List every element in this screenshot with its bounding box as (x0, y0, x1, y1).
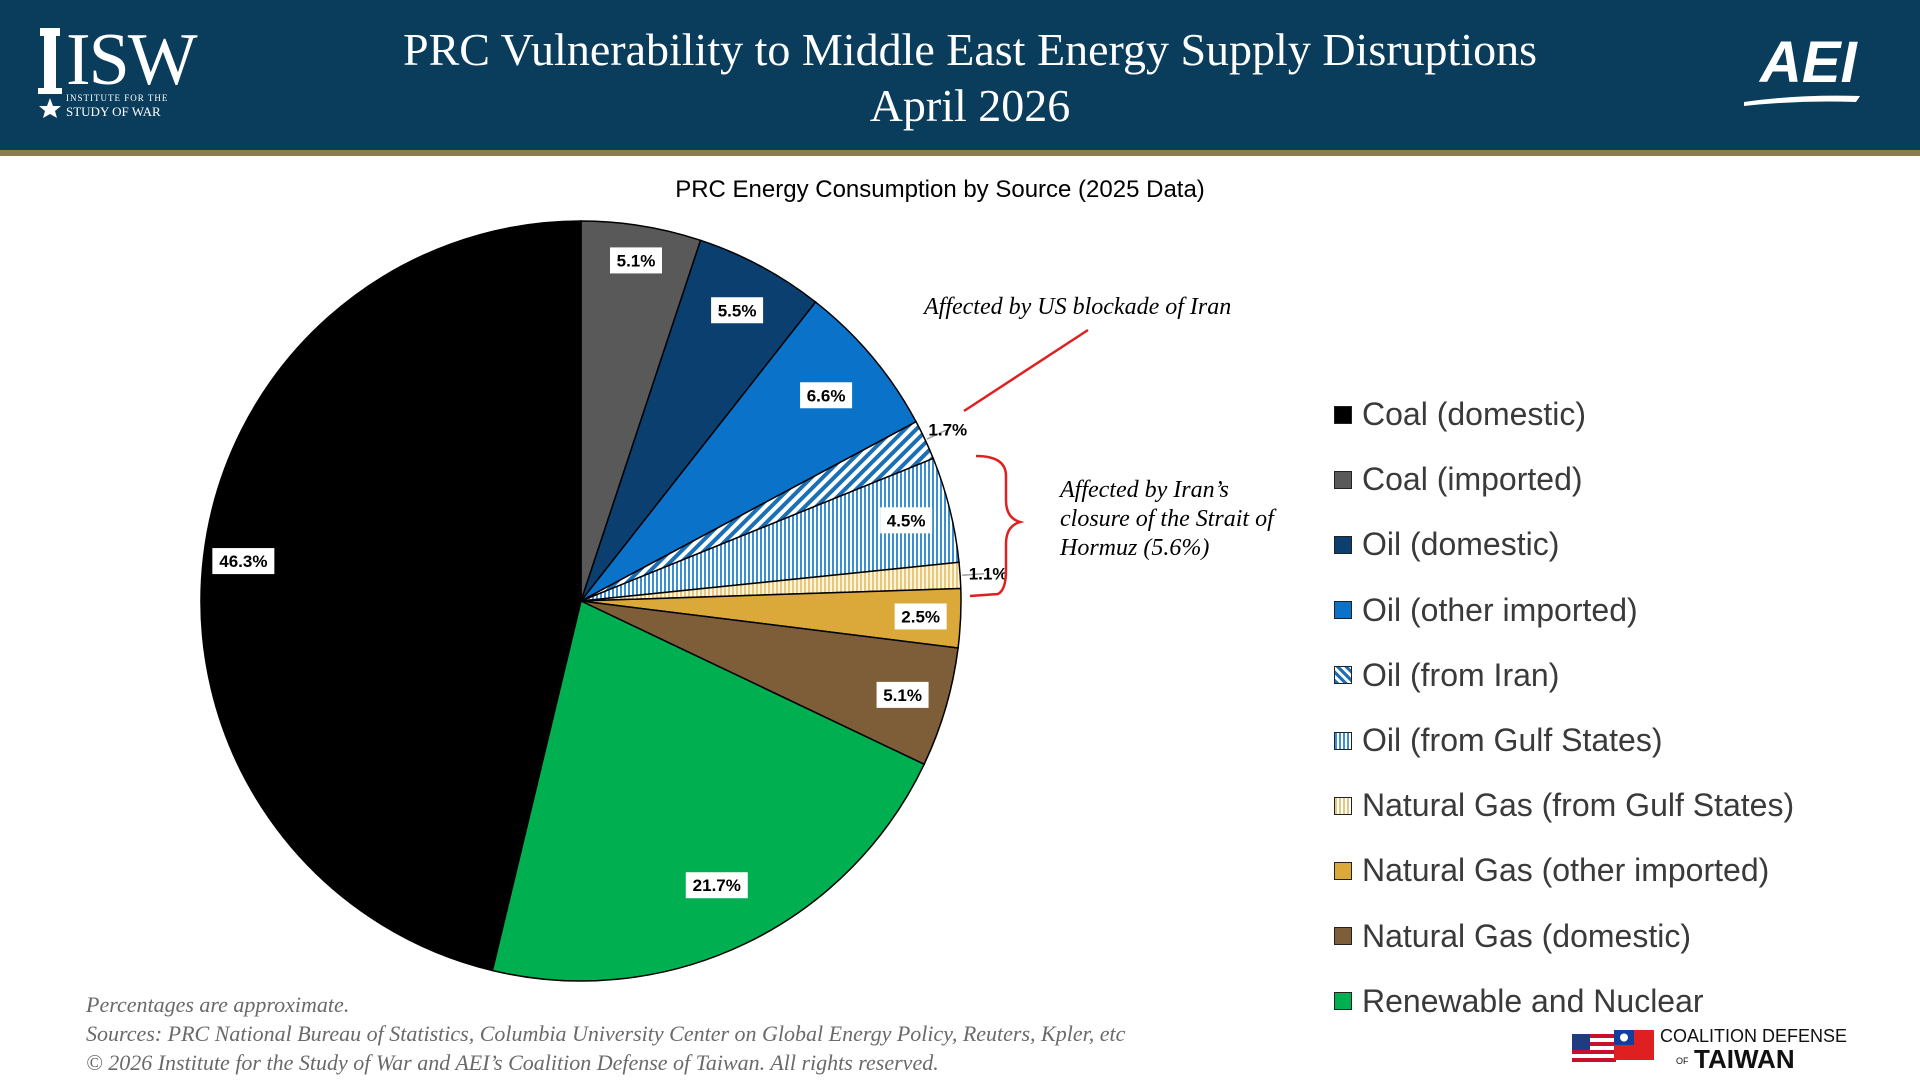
legend-item-oil-other-imported: Oil (other imported) (1334, 578, 1794, 643)
annotation-hormuz-line2: closure of the Strait of (1060, 506, 1274, 532)
legend-item-oil-from-iran: Oil (from Iran) (1334, 643, 1794, 708)
page-title: PRC Vulnerability to Middle East Energy … (260, 22, 1680, 134)
legend-item-renewable-and-nuclear: Renewable and Nuclear (1334, 969, 1794, 1034)
pie-label-box-oil-domestic (711, 297, 764, 324)
footnote-approximate: Percentages are approximate. (86, 992, 350, 1017)
cdt-logo-line1: COALITION DEFENSE (1660, 1026, 1848, 1046)
isw-logo-text: ISW (66, 19, 198, 101)
aei-logo: AEI (1740, 28, 1900, 108)
pie-label-oil-other-imported: 6.6% (807, 386, 846, 405)
pie-leader-line-oil-from-iran (926, 429, 948, 440)
pie-label-natural-gas-from-gulf-states: 1.1% (969, 564, 1008, 583)
us-flag-icon (1572, 1034, 1616, 1064)
isw-logo-sub1: INSTITUTE FOR THE (66, 93, 169, 103)
aei-logo-graphic: AEI (1744, 30, 1860, 106)
pie-chart: 5.1% 5.5% 6.6% 1.7% 4.5% 1.1% 2.5% 5.1% 21.7% 46.… (200, 220, 1089, 982)
hormuz-bracket (969, 454, 1025, 598)
legend-swatch (1334, 601, 1352, 620)
pie-label-oil-from-gulf-states: 4.5% (887, 511, 926, 530)
pie-label-natural-gas-domestic: 5.1% (883, 686, 922, 705)
pie-label-box-coal-domestic (212, 548, 275, 575)
pie-slice-oil-domestic (580, 239, 817, 602)
header-stripe (0, 150, 1920, 156)
cdt-logo-line2: TAIWAN (1694, 1044, 1795, 1074)
pie-label-box-oil-other-imported (800, 382, 853, 409)
legend-swatch (1334, 405, 1352, 424)
pie-label-box-natural-gas-domestic (876, 681, 929, 708)
legend-swatch (1334, 535, 1352, 554)
title-line-1: PRC Vulnerability to Middle East Energy … (402, 24, 1538, 75)
pie-label-box-renewable-and-nuclear (685, 872, 748, 899)
legend-swatch (1334, 470, 1352, 489)
pie-label-oil-domestic: 5.5% (718, 301, 757, 320)
iran-annotation-line (963, 328, 1089, 413)
aei-logo-text: AEI (1758, 30, 1859, 95)
pie-label-oil-from-iran: 1.7% (928, 420, 967, 439)
legend-swatch (1334, 992, 1352, 1011)
annotation-hormuz-line1: Affected by Iran’s (1060, 477, 1229, 503)
header-bar: ISW INSTITUTE FOR THE STUDY OF WAR PRC V… (0, 0, 1920, 150)
annotation-lines (963, 328, 1089, 598)
annotation-us-blockade: Affected by US blockade of Iran (924, 294, 1232, 320)
pie-label-coal-imported: 5.1% (617, 251, 656, 270)
footnote-copyright: © 2026 Institute for the Study of War an… (86, 1050, 939, 1075)
legend-swatch (1334, 731, 1352, 750)
pie-slice-coal-domestic (200, 220, 582, 972)
pie-labels: 5.1% 5.5% 6.6% 1.7% 4.5% 1.1% 2.5% 5.1% 21.7% 46.… (212, 247, 1008, 899)
legend-label: Natural Gas (domestic) (1362, 917, 1691, 954)
legend-item-oil-domestic: Oil (domestic) (1334, 512, 1794, 577)
cdt-logo-of: OF (1676, 1056, 1689, 1066)
isw-torch-icon (38, 28, 62, 118)
pie-slices (200, 220, 962, 982)
taiwan-flag-icon (1614, 1030, 1654, 1060)
pie-label-renewable-and-nuclear: 21.7% (693, 876, 741, 895)
pie-label-box-oil-from-gulf-states (880, 507, 933, 534)
legend-item-oil-from-gulf-states: Oil (from Gulf States) (1334, 708, 1794, 773)
coalition-defense-taiwan-logo: COALITION DEFENSE OF TAIWAN (1570, 1024, 1900, 1074)
legend-item-coal-domestic: Coal (domestic) (1334, 382, 1794, 447)
isw-logo-sub2: STUDY OF WAR (66, 104, 161, 119)
pie-label-box-coal-imported (609, 247, 662, 274)
pie-slice-oil-other-imported (580, 301, 918, 602)
footnote-sources: Sources: PRC National Bureau of Statisti… (86, 1021, 1126, 1046)
legend-item-coal-imported: Coal (imported) (1334, 447, 1794, 512)
title-line-2: April 2026 (869, 80, 1071, 131)
legend-label: Oil (from Iran) (1362, 656, 1560, 693)
legend-label: Oil (other imported) (1362, 591, 1638, 628)
pie-leader-line-natural-gas-from-gulf-states (962, 573, 985, 576)
legend-swatch (1334, 861, 1352, 880)
legend-item-natural-gas-domestic: Natural Gas (domestic) (1334, 904, 1794, 969)
legend-swatch (1334, 796, 1352, 815)
isw-logo-subtitle: INSTITUTE FOR THE STUDY OF WAR (66, 92, 168, 118)
legend-item-natural-gas-from-gulf-states: Natural Gas (from Gulf States) (1334, 773, 1794, 838)
legend-label: Natural Gas (other imported) (1362, 852, 1770, 889)
isw-logo: ISW INSTITUTE FOR THE STUDY OF WAR (34, 19, 214, 124)
annotation-hormuz: Affected by Iran’s closure of the Strait… (1060, 476, 1274, 563)
legend-item-natural-gas-other-imported: Natural Gas (other imported) (1334, 838, 1794, 903)
pie-slice-renewable-and-nuclear (491, 599, 926, 982)
legend-label: Renewable and Nuclear (1362, 982, 1704, 1019)
legend-label: Coal (imported) (1362, 461, 1583, 498)
pie-label-natural-gas-other-imported: 2.5% (901, 607, 940, 626)
annotation-hormuz-line3: Hormuz (5.6%) (1060, 535, 1210, 561)
legend-label: Oil (domestic) (1362, 526, 1560, 563)
legend-label: Natural Gas (from Gulf States) (1362, 787, 1795, 824)
legend-label: Coal (domestic) (1362, 396, 1587, 433)
chart-title: PRC Energy Consumption by Source (2025 D… (675, 176, 1205, 203)
pie-label-coal-domestic: 46.3% (219, 552, 267, 571)
legend-swatch (1334, 666, 1352, 685)
legend-label: Oil (from Gulf States) (1362, 722, 1663, 759)
chart-legend: Coal (domestic) Coal (imported) Oil (domes… (1334, 382, 1794, 1034)
legend-swatch (1334, 927, 1352, 946)
pie-label-box-natural-gas-other-imported (894, 603, 947, 630)
